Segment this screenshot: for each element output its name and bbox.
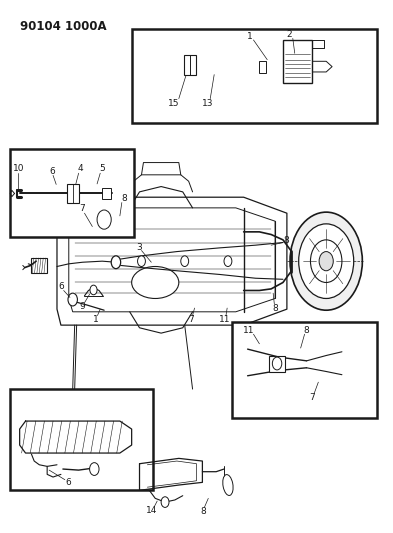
Circle shape xyxy=(92,203,117,237)
Text: 9: 9 xyxy=(80,302,85,311)
Bar xyxy=(259,61,266,73)
Circle shape xyxy=(181,256,189,266)
Text: 8: 8 xyxy=(283,237,289,245)
Circle shape xyxy=(272,357,282,370)
Circle shape xyxy=(299,224,354,298)
Text: 6: 6 xyxy=(65,479,71,487)
Circle shape xyxy=(310,240,342,282)
Text: 13: 13 xyxy=(202,100,213,108)
Circle shape xyxy=(68,293,77,306)
Text: 8: 8 xyxy=(200,507,206,515)
Text: 1: 1 xyxy=(247,32,252,41)
Circle shape xyxy=(90,463,99,475)
Text: 5: 5 xyxy=(99,165,105,173)
Text: 10: 10 xyxy=(13,165,24,173)
Text: 7: 7 xyxy=(189,316,194,324)
Circle shape xyxy=(111,256,121,269)
Bar xyxy=(184,55,196,75)
Text: 15: 15 xyxy=(168,100,180,108)
Text: 6: 6 xyxy=(50,167,55,175)
Text: 3: 3 xyxy=(137,243,142,252)
Text: 11: 11 xyxy=(242,326,254,335)
Text: 6: 6 xyxy=(58,282,64,291)
Text: 11: 11 xyxy=(219,316,231,324)
Bar xyxy=(283,40,312,83)
Text: 7: 7 xyxy=(80,205,85,213)
Text: 4: 4 xyxy=(78,165,83,173)
Circle shape xyxy=(97,210,111,229)
Bar xyxy=(269,356,285,372)
Bar xyxy=(31,258,47,273)
Bar xyxy=(102,188,111,199)
Text: 1: 1 xyxy=(94,316,99,324)
Ellipse shape xyxy=(223,474,233,496)
Bar xyxy=(10,149,134,237)
Circle shape xyxy=(319,252,333,271)
Text: 2: 2 xyxy=(286,30,292,39)
Circle shape xyxy=(161,497,169,507)
Text: 7: 7 xyxy=(310,393,315,401)
Text: 8: 8 xyxy=(121,194,127,203)
Circle shape xyxy=(138,256,145,266)
Bar xyxy=(132,29,377,123)
Circle shape xyxy=(290,212,362,310)
Circle shape xyxy=(224,256,232,266)
Circle shape xyxy=(90,285,97,295)
Bar xyxy=(232,322,377,418)
Text: 14: 14 xyxy=(146,506,157,514)
Text: 8: 8 xyxy=(303,326,309,335)
Text: 8: 8 xyxy=(272,304,278,312)
Bar xyxy=(10,389,153,490)
Text: 90104 1000A: 90104 1000A xyxy=(20,20,106,33)
Ellipse shape xyxy=(132,266,179,298)
Bar xyxy=(67,184,79,203)
